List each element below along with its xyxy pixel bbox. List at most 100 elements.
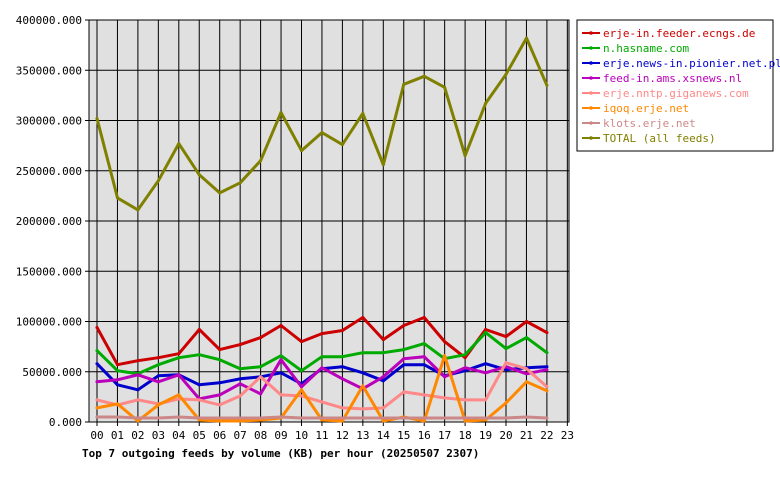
x-tick-label: 07 — [234, 429, 247, 442]
data-point — [300, 388, 303, 392]
data-point — [238, 343, 242, 347]
data-point — [545, 389, 549, 393]
data-point — [340, 416, 344, 420]
data-point — [422, 342, 426, 346]
data-point — [177, 142, 181, 146]
x-tick-label: 19 — [479, 429, 492, 442]
data-point — [238, 382, 242, 386]
legend-label: erje.news-in.pionier.net.pl — [603, 57, 780, 70]
data-point — [156, 363, 160, 367]
legend-label: TOTAL (all feeds) — [603, 132, 716, 145]
data-point — [402, 348, 406, 352]
data-point — [136, 416, 140, 420]
y-tick-label: 400000.000 — [16, 14, 82, 27]
legend-label: feed-in.ams.xsnews.nl — [603, 72, 742, 85]
data-point — [340, 419, 344, 423]
data-point — [238, 419, 242, 423]
data-point — [136, 419, 140, 423]
data-point — [279, 324, 283, 328]
legend-marker — [589, 31, 593, 35]
data-point — [156, 356, 160, 360]
data-point — [197, 173, 201, 177]
data-point — [320, 355, 324, 359]
data-point — [381, 338, 385, 342]
data-point — [443, 354, 447, 358]
data-point — [361, 351, 365, 355]
data-point — [402, 82, 406, 86]
data-point — [197, 328, 201, 332]
data-point — [95, 349, 99, 353]
data-point — [524, 36, 528, 40]
data-point — [320, 416, 324, 420]
series-lines — [95, 36, 549, 423]
data-point — [402, 416, 406, 420]
data-point — [504, 347, 508, 351]
data-point — [545, 83, 549, 87]
data-point — [238, 377, 242, 381]
y-tick-label: 300000.000 — [16, 115, 82, 128]
chart-caption: Top 7 outgoing feeds by volume (KB) per … — [82, 447, 479, 460]
data-point — [361, 315, 365, 319]
data-point — [361, 371, 365, 375]
x-tick-label: 18 — [458, 429, 471, 442]
data-point — [156, 374, 160, 378]
data-point — [115, 196, 119, 200]
data-point — [504, 401, 508, 405]
y-tick-label: 150000.000 — [16, 265, 82, 278]
data-point — [136, 373, 140, 377]
data-point — [115, 383, 119, 387]
data-point — [484, 331, 488, 335]
data-point — [361, 407, 365, 411]
legend-box — [576, 19, 774, 152]
data-point — [238, 416, 242, 420]
data-point — [340, 365, 344, 369]
x-tick-label: 20 — [499, 429, 512, 442]
y-tick-label: 250000.000 — [16, 165, 82, 178]
data-point — [504, 72, 508, 76]
data-point — [300, 385, 303, 389]
y-tick-label: 350000.000 — [16, 64, 82, 77]
data-point — [279, 358, 283, 362]
data-point — [484, 371, 488, 375]
data-point — [177, 356, 181, 360]
data-point — [320, 400, 324, 404]
data-point — [218, 419, 222, 423]
data-point — [259, 159, 263, 163]
data-point — [238, 181, 242, 185]
data-point — [504, 416, 508, 420]
y-tick-label: 50000.000 — [22, 366, 82, 379]
data-point — [279, 415, 283, 419]
data-point — [422, 416, 426, 420]
data-point — [218, 358, 222, 362]
axes: 00 01 02 03 04 05 06 07 08 09 10 11 12 13 14 15 16 17 18 19… — [16, 14, 574, 442]
legend-label: n.hasname.com — [603, 42, 689, 55]
data-point — [300, 416, 303, 420]
data-point — [259, 336, 263, 340]
data-point — [361, 384, 365, 388]
data-point — [422, 315, 426, 319]
data-point — [95, 398, 99, 402]
data-point — [524, 320, 528, 323]
data-point — [361, 416, 365, 420]
data-point — [443, 396, 447, 400]
data-point — [463, 353, 467, 357]
data-point — [463, 416, 467, 420]
data-point — [545, 416, 549, 420]
data-point — [545, 351, 549, 355]
data-point — [279, 371, 283, 375]
data-point — [259, 365, 263, 369]
x-tick-label: 13 — [356, 429, 369, 442]
data-point — [218, 403, 222, 407]
data-point — [197, 398, 201, 402]
plot-border — [88, 19, 570, 423]
data-point — [463, 366, 467, 370]
data-point — [545, 385, 549, 389]
data-point — [381, 163, 385, 167]
data-point — [402, 357, 406, 361]
data-point — [156, 416, 160, 420]
data-point — [340, 143, 344, 147]
legend-marker — [589, 91, 593, 95]
x-tick-label: 22 — [540, 429, 553, 442]
data-point — [238, 367, 242, 371]
data-point — [320, 131, 324, 135]
